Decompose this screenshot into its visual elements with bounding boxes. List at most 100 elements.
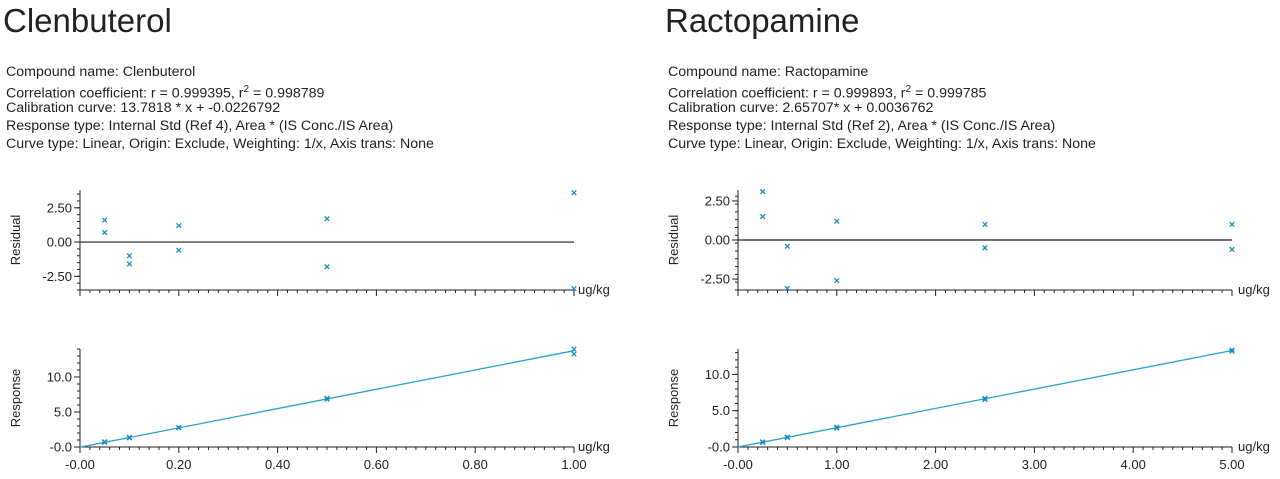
x-tick-label: 1.00	[561, 457, 586, 472]
x-tick-label: 0.60	[364, 457, 389, 472]
data-point-stroke	[101, 439, 108, 446]
data-point-stroke	[571, 346, 577, 352]
corr-sup: 2	[905, 84, 912, 95]
corr-suffix: = 0.999785	[911, 85, 987, 102]
data-point	[1229, 246, 1235, 253]
data-point	[1229, 348, 1235, 354]
x-axis-label: ug/kg	[578, 282, 610, 297]
data-point-stroke	[126, 252, 133, 259]
y-tick-label: 5.0	[54, 405, 72, 420]
data-point	[1229, 221, 1235, 228]
data-point-stroke	[1229, 348, 1235, 354]
data-point	[126, 435, 133, 441]
data-point	[571, 346, 577, 352]
corr-suffix: = 0.998789	[249, 85, 325, 102]
clenbuterol-panel: Clenbuterol Compound name: Clenbuterol C…	[0, 0, 620, 479]
y-tick-label: 0.00	[705, 233, 730, 248]
data-point	[834, 218, 840, 225]
y-tick-label: 2.50	[47, 200, 72, 215]
data-point	[834, 425, 840, 431]
data-point	[101, 229, 108, 236]
x-axis-label: ug/kg	[1238, 439, 1270, 454]
data-point-stroke	[759, 188, 766, 195]
data-point	[784, 285, 791, 292]
plot-2: 10.0 5.0 -0.0 -0.00 0.20 0.40 0.60 0.80 1.00 ug/k…	[8, 346, 610, 472]
curve-type: Curve type: Linear, Origin: Exclude, Wei…	[668, 136, 1096, 152]
correlation-coefficient: Correlation coefficient: r = 0.999893, r…	[668, 81, 1096, 102]
data-point	[126, 261, 133, 267]
data-point	[126, 252, 133, 259]
data-point	[1229, 347, 1235, 353]
plot-1: 2.50 0.00 -2.50 ug/kg Residual	[8, 189, 610, 297]
x-axis-label: ug/kg	[578, 439, 610, 454]
data-point-stroke	[324, 263, 330, 270]
data-point-stroke	[126, 261, 133, 267]
data-point	[834, 277, 840, 284]
data-point-stroke	[759, 213, 766, 220]
data-point	[176, 222, 182, 229]
compound-info: Compound name: Ractopamine Correlation c…	[668, 63, 1096, 153]
y-tick-label: -0.0	[50, 440, 72, 455]
y-tick-label: 10.0	[705, 367, 730, 382]
data-point-stroke	[834, 218, 840, 225]
plot-3: 2.50 0.00 -2.50 ug/kg Residual	[666, 188, 1270, 297]
data-point	[101, 217, 108, 223]
data-point	[324, 263, 330, 270]
y-axis-label: Residual	[666, 215, 681, 266]
x-tick-label: 1.00	[824, 457, 849, 472]
data-point	[759, 213, 766, 220]
data-point	[176, 425, 182, 431]
data-point-stroke	[982, 245, 988, 251]
data-point-stroke	[834, 277, 840, 284]
data-point-stroke	[571, 285, 577, 292]
data-point	[982, 245, 988, 251]
x-tick-label: 0.40	[265, 457, 290, 472]
data-point-stroke	[176, 425, 182, 431]
data-point-stroke	[784, 285, 791, 292]
compound-name: Compound name: Ractopamine	[668, 64, 869, 80]
data-point	[784, 434, 791, 441]
data-point-stroke	[324, 396, 330, 403]
data-point	[982, 396, 988, 403]
compound-name: Compound name: Clenbuterol	[6, 64, 196, 80]
data-point-stroke	[1229, 347, 1235, 353]
plot-4: 10.0 5.0 -0.0 -0.00 1.00 2.00 3.00 4.00 5.00 ug/k…	[666, 347, 1270, 472]
x-tick-label: 0.80	[463, 457, 488, 472]
data-point	[982, 395, 988, 402]
x-tick-label: -0.00	[723, 457, 753, 472]
curve-type: Curve type: Linear, Origin: Exclude, Wei…	[6, 136, 434, 152]
data-point-stroke	[784, 243, 791, 250]
x-tick-label: 0.20	[166, 457, 191, 472]
x-tick-label: 5.00	[1219, 457, 1244, 472]
data-point-stroke	[126, 435, 133, 441]
y-axis-label: Response	[8, 369, 23, 428]
x-tick-label: 3.00	[1022, 457, 1047, 472]
response-type: Response type: Internal Std (Ref 2), Are…	[668, 118, 1056, 134]
y-tick-label: 0.00	[47, 235, 72, 250]
compound-info: Compound name: Clenbuterol Correlation c…	[6, 63, 434, 153]
data-point-stroke	[784, 434, 791, 441]
data-point-stroke	[1229, 221, 1235, 228]
y-axis-label: Residual	[8, 215, 23, 266]
response-type: Response type: Internal Std (Ref 4), Are…	[6, 118, 394, 134]
corr-prefix: Correlation coefficient: r = 0.999395, r	[6, 85, 244, 102]
panel-title: Ractopamine	[665, 2, 860, 39]
data-point-stroke	[759, 439, 766, 446]
data-point	[759, 188, 766, 195]
data-point-stroke	[571, 351, 577, 357]
y-tick-label: 10.0	[47, 370, 72, 385]
data-point	[571, 351, 577, 357]
data-point-stroke	[101, 217, 108, 223]
data-point	[324, 395, 330, 402]
calibration-curve: Calibration curve: 13.7818 * x + -0.0226…	[6, 100, 281, 116]
data-point	[982, 221, 988, 228]
data-point-stroke	[1229, 246, 1235, 253]
corr-prefix: Correlation coefficient: r = 0.999893, r	[668, 85, 906, 102]
correlation-coefficient: Correlation coefficient: r = 0.999395, r…	[6, 81, 434, 102]
y-tick-label: 5.0	[712, 403, 730, 418]
data-point-stroke	[982, 221, 988, 228]
data-point	[101, 439, 108, 446]
data-point-stroke	[101, 229, 108, 236]
y-tick-label: -2.50	[700, 272, 730, 287]
